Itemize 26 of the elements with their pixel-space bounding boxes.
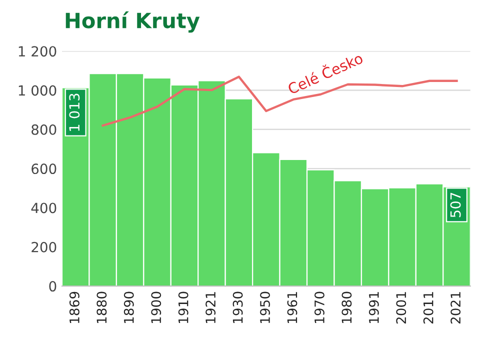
x-tick-label: 1900 bbox=[151, 292, 162, 324]
x-tick-label: 1950 bbox=[260, 292, 270, 324]
x-tick-label: 1930 bbox=[232, 292, 243, 324]
x-tick-label: 2001 bbox=[396, 292, 406, 324]
x-tick-label: 1921 bbox=[206, 292, 216, 324]
y-tick-label: 0 bbox=[49, 281, 56, 292]
text: Celé Česko bbox=[286, 50, 364, 95]
x-tick-label: 1910 bbox=[178, 292, 188, 324]
x-tick-label: 1980 bbox=[342, 292, 352, 324]
y-tick-label: 1 200 bbox=[18, 46, 56, 57]
x-tick-label: 1869 bbox=[69, 292, 80, 324]
x-tick-label: 1970 bbox=[314, 292, 324, 324]
x-tick-label: 1890 bbox=[124, 292, 134, 324]
y-tick-label: 1 000 bbox=[18, 85, 56, 96]
y-tick-label: 400 bbox=[31, 202, 56, 214]
x-tick-label: 2011 bbox=[423, 292, 434, 324]
data-label: 507 bbox=[450, 192, 461, 218]
chart-title: Horní Kruty bbox=[66, 11, 200, 33]
x-tick-label: 1880 bbox=[96, 292, 107, 324]
x-tick-label: 1991 bbox=[368, 292, 379, 324]
x-tick-label: 1961 bbox=[287, 292, 298, 324]
y-tick-label: 800 bbox=[32, 124, 56, 135]
y-tick-label: 600 bbox=[32, 164, 56, 174]
y-tick-label: 200 bbox=[32, 242, 56, 252]
data-label: 1 013 bbox=[69, 94, 80, 131]
x-tick-label: 2021 bbox=[450, 292, 461, 324]
